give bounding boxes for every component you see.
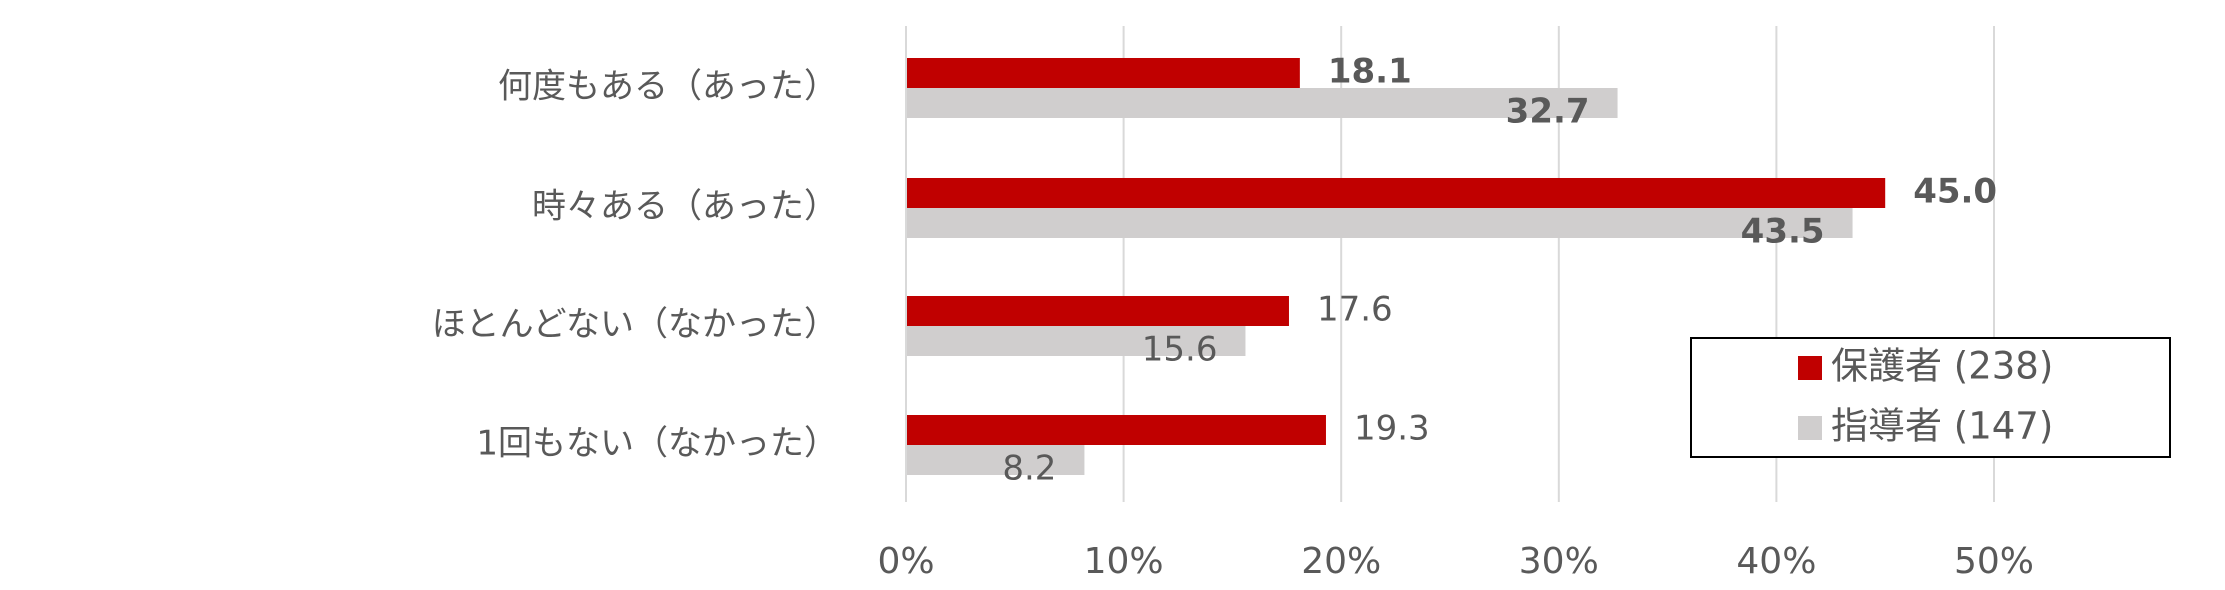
bar: [906, 415, 1326, 445]
category-label: 何度もある（あった）: [498, 67, 838, 107]
legend-swatch: [1798, 356, 1822, 380]
value-label: 45.0: [1913, 172, 1997, 212]
bar: [906, 296, 1289, 326]
x-tick-label: 10%: [1084, 541, 1164, 582]
bar: [906, 208, 1853, 238]
bar: [906, 178, 1886, 208]
x-tick-label: 40%: [1736, 541, 1816, 582]
value-label: 19.3: [1354, 409, 1430, 449]
value-label: 18.1: [1328, 52, 1412, 92]
value-label: 15.6: [1142, 330, 1218, 370]
legend-box: [1690, 337, 2171, 458]
bar: [906, 445, 1085, 475]
x-tick-label: 30%: [1519, 541, 1599, 582]
legend-label: 指導者 (147): [1831, 405, 2053, 448]
x-tick-label: 0%: [877, 541, 934, 582]
value-label: 8.2: [1002, 449, 1056, 489]
value-label: 32.7: [1506, 92, 1590, 132]
value-label: 43.5: [1741, 212, 1825, 252]
bar: [906, 88, 1618, 118]
legend-swatch: [1798, 416, 1822, 440]
legend-label: 保護者 (238): [1831, 345, 2053, 388]
category-label: ほとんどない（なかった）: [432, 305, 838, 345]
bar: [906, 58, 1300, 88]
category-label: 時々ある（あった）: [532, 187, 838, 227]
bar: [906, 326, 1246, 356]
x-tick-label: 50%: [1954, 541, 2034, 582]
value-label: 17.6: [1317, 290, 1393, 330]
x-tick-label: 20%: [1301, 541, 1381, 582]
category-label: 1回もない（なかった）: [476, 424, 838, 464]
